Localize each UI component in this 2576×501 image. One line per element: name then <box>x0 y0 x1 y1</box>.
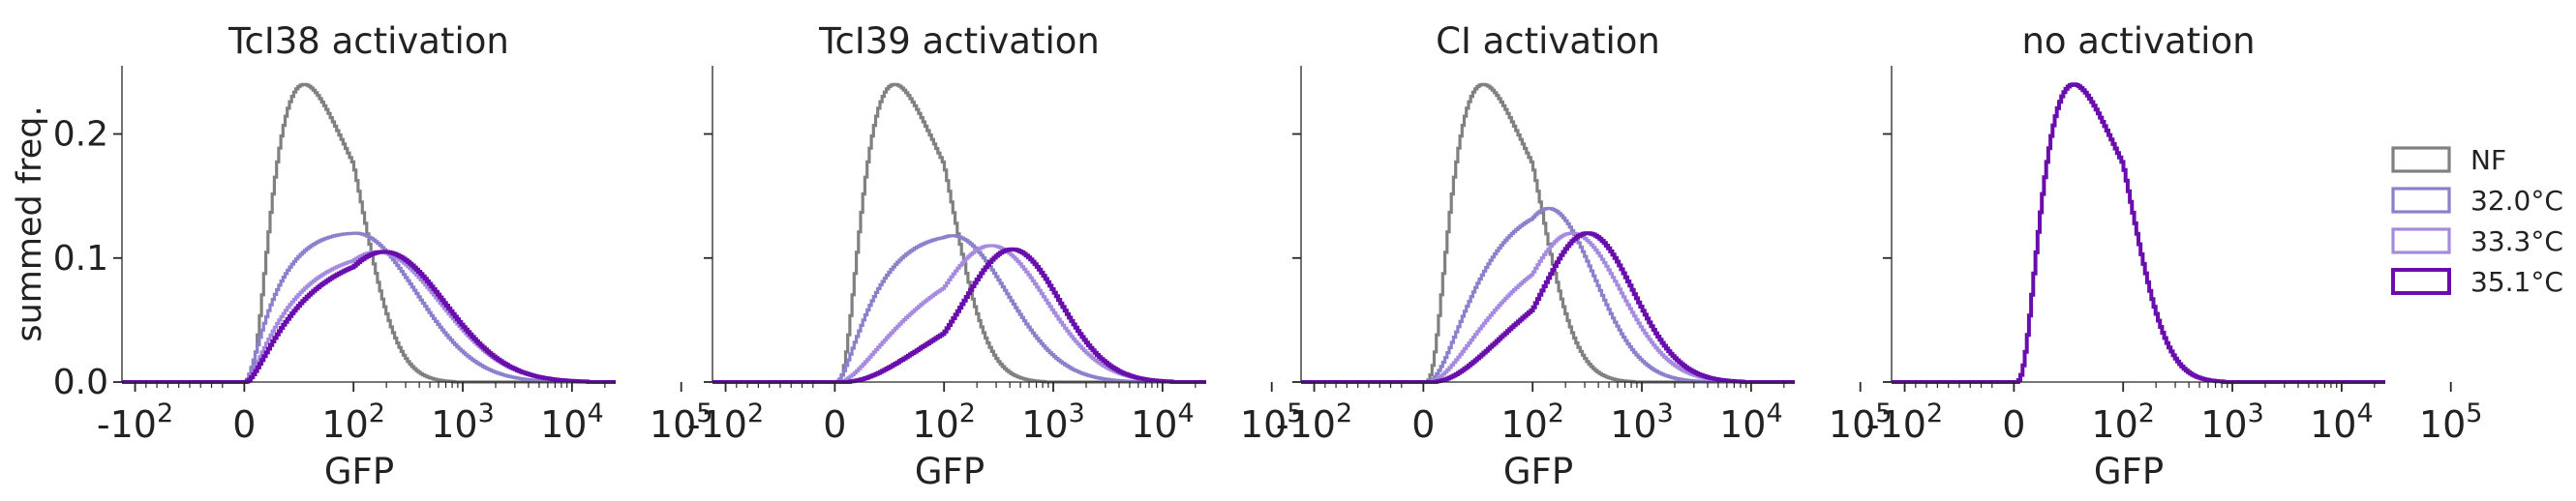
x-tick-label: 102 <box>321 398 385 446</box>
panel-3: CI activation -102 0 102 103 104 105 GFP <box>1276 20 1893 492</box>
x-axis-label: GFP <box>915 451 985 492</box>
series-32.0°C <box>712 234 1206 384</box>
series-33.3°C <box>1301 231 1795 384</box>
x-tick-label: 0 <box>1411 403 1435 446</box>
legend-label: 35.1°C <box>2470 266 2563 298</box>
x-tick-label: 104 <box>1719 398 1783 446</box>
series-33.3°C <box>712 244 1206 384</box>
legend-label: 33.3°C <box>2470 225 2563 257</box>
series-35.1°C <box>1301 231 1795 384</box>
y-tick-label: 0.0 <box>53 363 108 402</box>
panel-4: no activation -102 0 102 103 104 105 GFP <box>1866 20 2483 492</box>
x-tick-label: 105 <box>1829 398 1893 446</box>
x-tick-label: 103 <box>1610 398 1674 446</box>
legend: NF 32.0°C 33.3°C 35.1°C <box>2391 144 2563 298</box>
panel-title: CI activation <box>1436 20 1660 62</box>
x-tick-label: 104 <box>2310 398 2374 446</box>
x-tick-label: 105 <box>650 398 713 446</box>
panel-2: TcI39 activation -102 0 102 103 104 105 GFP <box>687 20 1304 492</box>
x-tick-label: 103 <box>431 398 495 446</box>
panel-title: TcI38 activation <box>227 20 509 62</box>
y-tick-label: 0.2 <box>53 115 108 155</box>
x-axis-label: GFP <box>2094 451 2164 492</box>
x-tick-label: 103 <box>1021 398 1085 446</box>
x-tick-label: 102 <box>1500 398 1564 446</box>
legend-label: 32.0°C <box>2470 185 2563 217</box>
legend-swatch <box>2391 187 2451 214</box>
x-tick-label: -102 <box>97 398 173 446</box>
series-32.0°C <box>122 231 616 384</box>
x-tick-label: 102 <box>912 398 976 446</box>
x-tick-label: 0 <box>232 403 256 446</box>
series-NF <box>712 82 1206 384</box>
series-NF <box>122 82 616 384</box>
x-tick-label: 103 <box>2200 398 2264 446</box>
x-tick-label: 102 <box>2091 398 2155 446</box>
x-tick-label: -102 <box>1866 398 1943 446</box>
x-axis-label: GFP <box>1503 451 1573 492</box>
legend-label: NF <box>2470 144 2506 176</box>
panel-title: TcI39 activation <box>818 20 1100 62</box>
series-35.1°C <box>122 250 616 384</box>
legend-swatch <box>2391 227 2451 254</box>
y-axis-label: summed freq. <box>11 105 49 341</box>
x-tick-label: 104 <box>540 398 604 446</box>
x-tick-label: 0 <box>823 403 846 446</box>
x-tick-label: 0 <box>2002 403 2025 446</box>
series-NF <box>1301 82 1795 384</box>
y-tick-label: 0.1 <box>53 239 108 279</box>
legend-swatch <box>2391 268 2451 295</box>
x-tick-label: -102 <box>687 398 764 446</box>
x-axis-label: GFP <box>324 451 394 492</box>
panel-title: no activation <box>2021 20 2255 62</box>
series-33.3°C <box>122 250 616 384</box>
x-tick-label: 105 <box>1240 398 1304 446</box>
series-35.1°C <box>1892 82 2385 384</box>
x-tick-label: 105 <box>2419 398 2483 446</box>
x-tick-label: 104 <box>1131 398 1195 446</box>
legend-swatch <box>2391 146 2451 173</box>
x-tick-label: -102 <box>1276 398 1352 446</box>
